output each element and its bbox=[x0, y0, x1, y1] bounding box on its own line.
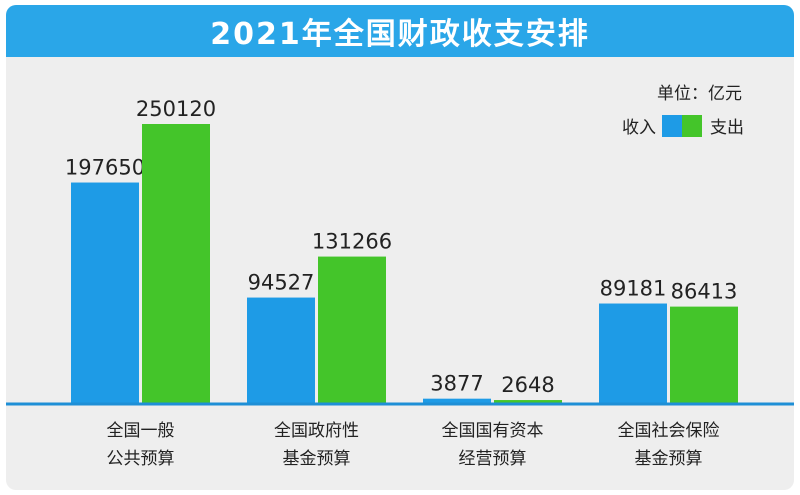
unit-label: 单位：亿元 bbox=[657, 84, 742, 104]
legend-label-expense: 支出 bbox=[710, 118, 744, 138]
data-label-expense-2: 2648 bbox=[501, 373, 554, 397]
data-label-income-2: 3877 bbox=[430, 372, 483, 396]
bar-expense-3 bbox=[670, 306, 738, 403]
legend-swatch-expense bbox=[682, 114, 702, 137]
category-label-1-0: 全国政府性 bbox=[274, 421, 359, 441]
category-label-2-1: 经营预算 bbox=[459, 449, 527, 469]
bar-expense-0 bbox=[142, 124, 210, 403]
category-label-0-0: 全国一般 bbox=[107, 421, 175, 441]
category-label-0-1: 公共预算 bbox=[107, 449, 175, 469]
data-label-expense-3: 86413 bbox=[671, 280, 738, 304]
category-label-1-1: 基金预算 bbox=[283, 449, 351, 469]
data-label-expense-1: 131266 bbox=[312, 230, 392, 254]
chart-title: 2021年全国财政收支安排 bbox=[210, 17, 590, 52]
bar-expense-1 bbox=[318, 256, 386, 403]
legend: 收入 支出 bbox=[622, 113, 744, 138]
category-label-3-0: 全国社会保险 bbox=[618, 421, 720, 441]
legend-swatch-income bbox=[662, 114, 682, 137]
data-label-expense-0: 250120 bbox=[136, 97, 216, 121]
title-bar: 2021年全国财政收支安排 bbox=[6, 5, 794, 57]
category-label-2-0: 全国国有资本 bbox=[442, 421, 544, 441]
data-label-income-3: 89181 bbox=[600, 277, 667, 301]
chart-frame: 2021年全国财政收支安排 197650 250120 全国一般 公共预算 94527 1… bbox=[6, 5, 794, 490]
category-label-3-1: 基金预算 bbox=[635, 449, 703, 469]
bar-income-3 bbox=[599, 303, 667, 403]
data-label-income-0: 197650 bbox=[65, 156, 145, 180]
legend-label-income: 收入 bbox=[622, 118, 656, 138]
data-label-income-1: 94527 bbox=[248, 271, 315, 295]
bar-income-2 bbox=[423, 398, 491, 403]
bar-income-1 bbox=[247, 297, 315, 403]
bar-income-0 bbox=[71, 182, 139, 403]
bar-expense-2 bbox=[494, 400, 562, 403]
